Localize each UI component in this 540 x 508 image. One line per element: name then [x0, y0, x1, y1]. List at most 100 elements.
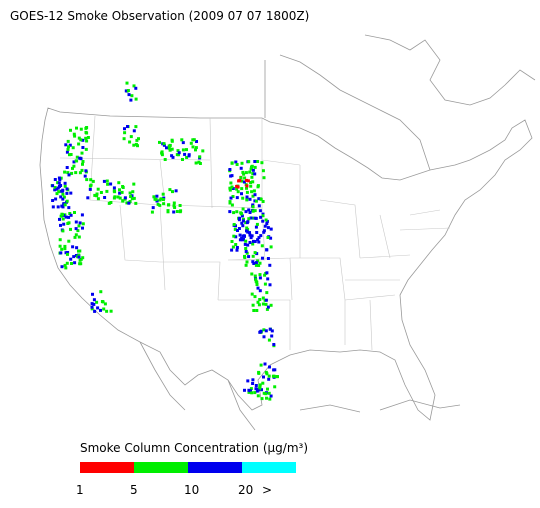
- map-title: GOES-12 Smoke Observation (2009 07 07 18…: [10, 9, 309, 23]
- smoke-pixel: [232, 234, 236, 238]
- smoke-pixel: [116, 195, 120, 199]
- smoke-pixel: [247, 217, 251, 221]
- smoke-pixel: [85, 178, 89, 182]
- smoke-pixel: [240, 161, 244, 165]
- legend-label: 20: [238, 483, 253, 497]
- smoke-pixel: [247, 255, 251, 259]
- legend-swatch: [188, 462, 242, 473]
- smoke-pixel: [70, 262, 73, 265]
- smoke-pixel: [68, 212, 72, 215]
- smoke-pixel: [69, 227, 72, 231]
- smoke-pixel: [122, 137, 126, 141]
- smoke-pixel: [263, 282, 267, 286]
- smoke-pixel: [132, 196, 136, 200]
- smoke-pixel: [84, 126, 88, 130]
- smoke-pixel: [262, 391, 266, 395]
- smoke-pixel: [256, 394, 260, 398]
- smoke-pixel: [65, 191, 69, 195]
- smoke-pixel: [251, 303, 255, 307]
- smoke-pixel: [71, 245, 75, 249]
- smoke-pixel: [268, 365, 271, 369]
- smoke-pixel: [125, 81, 129, 85]
- smoke-pixel: [262, 230, 266, 234]
- smoke-pixel: [57, 190, 61, 194]
- smoke-pixel: [84, 136, 88, 140]
- smoke-pixel: [77, 224, 81, 228]
- canada-border: [264, 34, 536, 171]
- smoke-pixel: [243, 254, 246, 258]
- smoke-pixel: [65, 166, 69, 169]
- smoke-pixel: [268, 263, 272, 267]
- smoke-pixel: [92, 298, 96, 302]
- smoke-pixel: [156, 202, 160, 206]
- smoke-pixel: [74, 220, 78, 224]
- smoke-pixel: [236, 229, 239, 232]
- smoke-pixel: [265, 271, 269, 275]
- smoke-pixel: [129, 195, 133, 198]
- smoke-pixel: [239, 176, 243, 180]
- smoke-pixel: [262, 176, 266, 180]
- smoke-pixel: [56, 181, 60, 185]
- smoke-pixel: [129, 135, 133, 139]
- smoke-pixel: [53, 178, 57, 181]
- smoke-pixel: [63, 181, 67, 185]
- legend-label: 5: [130, 483, 138, 497]
- legend-title: Smoke Column Concentration (μg/m³): [80, 441, 308, 455]
- smoke-pixel: [81, 256, 85, 260]
- smoke-pixel: [71, 166, 74, 170]
- smoke-pixel: [191, 145, 195, 149]
- smoke-pixel: [250, 234, 254, 238]
- smoke-pixel: [59, 176, 63, 180]
- smoke-pixel: [158, 203, 162, 207]
- smoke-pixel: [251, 168, 255, 172]
- smoke-pixel: [171, 190, 174, 194]
- smoke-pixel: [254, 216, 258, 220]
- smoke-pixel: [113, 195, 117, 199]
- smoke-pixel: [109, 309, 113, 313]
- smoke-pixel: [75, 155, 79, 159]
- smoke-pixel: [235, 163, 239, 166]
- smoke-pixel: [56, 205, 60, 209]
- smoke-pixel: [259, 330, 263, 334]
- smoke-pixel: [245, 229, 248, 233]
- smoke-pixel: [228, 188, 232, 192]
- smoke-pixel: [264, 298, 268, 302]
- smoke-pixel: [91, 292, 94, 296]
- smoke-pixel: [230, 161, 234, 165]
- smoke-pixel: [248, 211, 252, 214]
- smoke-pixel: [249, 184, 253, 188]
- smoke-pixel: [131, 190, 135, 194]
- smoke-pixel: [245, 221, 249, 225]
- smoke-pixel: [58, 238, 62, 242]
- smoke-pixel: [158, 198, 162, 202]
- smoke-pixel: [96, 197, 100, 201]
- smoke-pixel: [123, 127, 126, 131]
- smoke-pixel: [256, 286, 260, 290]
- smoke-pixel: [66, 139, 70, 143]
- smoke-pixel: [63, 263, 67, 267]
- smoke-pixel: [53, 188, 57, 192]
- smoke-pixel: [103, 302, 107, 306]
- smoke-pixel: [266, 226, 270, 230]
- smoke-pixel: [73, 211, 76, 214]
- smoke-pixel: [240, 214, 244, 218]
- smoke-pixel: [235, 246, 239, 249]
- smoke-pixel: [233, 227, 237, 231]
- smoke-pixel: [126, 89, 130, 92]
- smoke-pixel: [234, 243, 238, 246]
- smoke-pixel: [162, 202, 166, 206]
- smoke-pixel: [71, 146, 75, 150]
- smoke-pixel: [179, 209, 183, 213]
- smoke-pixel: [249, 387, 253, 391]
- smoke-pixel: [51, 184, 55, 188]
- smoke-pixel: [254, 261, 258, 265]
- smoke-pixel: [118, 191, 122, 195]
- smoke-pixel: [249, 216, 253, 220]
- smoke-pixel: [269, 245, 273, 249]
- smoke-pixel: [270, 329, 274, 333]
- smoke-pixel: [61, 197, 65, 201]
- smoke-pixel: [230, 185, 234, 189]
- smoke-pixel: [66, 222, 70, 225]
- smoke-pixel: [124, 89, 128, 93]
- smoke-pixel: [265, 372, 269, 376]
